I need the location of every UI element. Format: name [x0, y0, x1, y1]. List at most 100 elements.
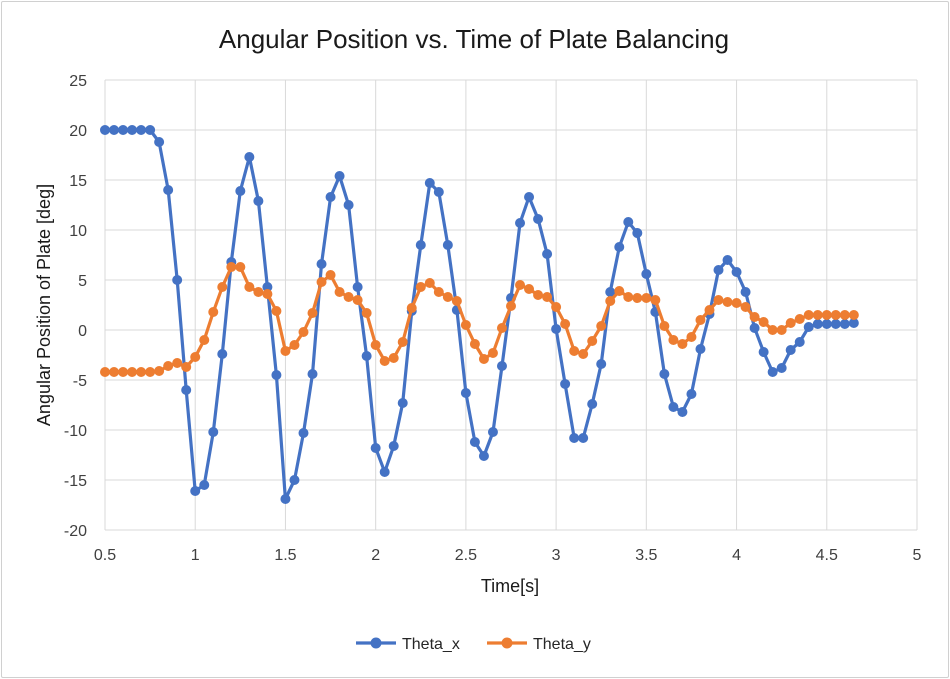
y-tick-label: -15 [64, 473, 87, 490]
x-tick-label: 2 [371, 547, 380, 564]
data-point [118, 125, 129, 135]
data-point [758, 347, 769, 357]
data-point [262, 289, 273, 299]
x-tick-label: 1.5 [274, 547, 296, 564]
x-tick-label: 2.5 [455, 547, 477, 564]
y-tick-label: 20 [69, 123, 87, 140]
data-point [740, 302, 751, 312]
data-point [767, 367, 778, 377]
data-point [316, 277, 327, 287]
data-point [641, 293, 652, 303]
data-point [145, 367, 156, 377]
data-point [722, 297, 733, 307]
data-point [343, 292, 354, 302]
data-point [758, 317, 769, 327]
data-point [686, 389, 697, 399]
data-point [542, 249, 553, 259]
data-point [496, 361, 507, 371]
data-point [803, 322, 814, 332]
legend: Theta_x Theta_y [356, 636, 591, 653]
y-tick-label: 15 [69, 173, 87, 190]
data-point [280, 346, 291, 356]
legend-swatch-marker [501, 637, 513, 649]
data-point [325, 192, 336, 202]
data-point [352, 282, 363, 292]
data-point [109, 125, 120, 135]
data-point [289, 340, 300, 350]
data-point [677, 407, 688, 417]
data-point [632, 293, 643, 303]
data-point [280, 494, 291, 504]
data-point [524, 284, 535, 294]
data-point [154, 137, 165, 147]
data-point [253, 287, 264, 297]
data-point [226, 262, 237, 272]
data-point [370, 340, 381, 350]
data-point [424, 178, 435, 188]
data-point [325, 270, 336, 280]
data-point [533, 214, 544, 224]
data-point [217, 349, 228, 359]
data-point [415, 282, 426, 292]
data-point [127, 367, 138, 377]
data-point [812, 310, 823, 320]
data-point [190, 486, 201, 496]
data-point [668, 335, 679, 345]
data-point [578, 349, 589, 359]
data-point [659, 321, 670, 331]
data-point [271, 306, 282, 316]
x-axis-ticks: 0.5 1 1.5 2 2.5 3 3.5 4 4.5 5 [94, 547, 922, 564]
data-point [370, 443, 381, 453]
data-point [208, 427, 219, 437]
data-point [506, 301, 516, 311]
data-point [704, 305, 715, 315]
data-point [433, 187, 444, 197]
y-tick-label: -20 [64, 523, 87, 540]
data-point [695, 315, 706, 325]
data-point [172, 358, 183, 368]
data-point [794, 314, 805, 324]
data-point [343, 200, 354, 210]
data-point [406, 303, 417, 313]
series-group [100, 125, 859, 504]
data-point [361, 308, 372, 318]
legend-label: Theta_x [402, 636, 460, 653]
data-point [388, 353, 399, 363]
data-point [578, 433, 589, 443]
data-point [163, 185, 174, 195]
data-point [307, 369, 318, 379]
data-point [397, 398, 408, 408]
data-point [830, 319, 841, 329]
x-axis-title: Time[s] [481, 576, 539, 596]
data-point [487, 427, 498, 437]
data-point [605, 296, 616, 306]
data-point [334, 287, 345, 297]
data-point [127, 125, 138, 135]
data-point [659, 369, 670, 379]
x-tick-label: 1 [191, 547, 200, 564]
data-point [740, 287, 751, 297]
data-point [379, 467, 390, 477]
y-tick-label: -5 [73, 373, 87, 390]
data-point [524, 192, 535, 202]
data-point [650, 295, 661, 305]
data-point [812, 319, 823, 329]
data-point [677, 339, 688, 349]
data-point [614, 242, 625, 252]
data-point [794, 337, 805, 347]
data-point [848, 318, 859, 328]
legend-swatch-marker [370, 637, 382, 649]
data-point [298, 428, 309, 438]
data-point [136, 367, 147, 377]
data-point [830, 310, 841, 320]
data-point [749, 323, 760, 333]
data-point [460, 388, 471, 398]
data-point [154, 366, 165, 376]
data-point [785, 318, 796, 328]
data-point [289, 475, 300, 485]
data-point [199, 335, 210, 345]
data-point [145, 125, 156, 135]
data-point [316, 259, 327, 269]
data-point [803, 310, 814, 320]
